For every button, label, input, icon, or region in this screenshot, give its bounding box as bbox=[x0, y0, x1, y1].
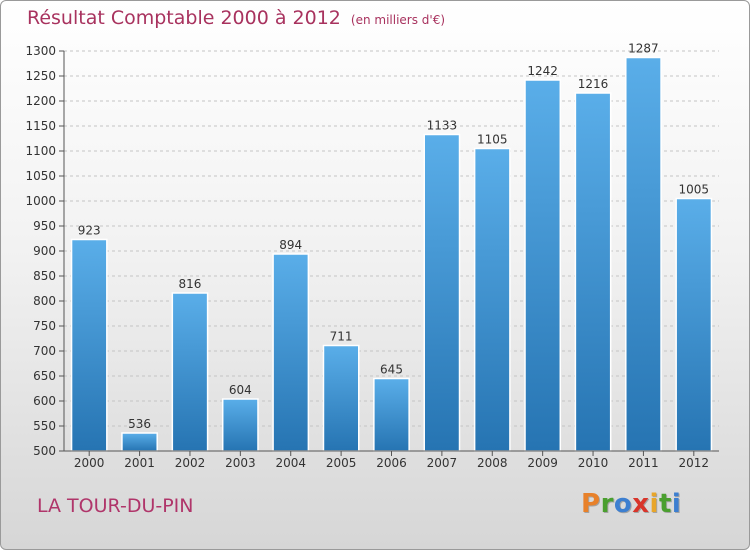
bar bbox=[675, 197, 713, 452]
logo-letter: i bbox=[649, 489, 659, 519]
bar bbox=[625, 56, 662, 452]
x-tick-label: 2008 bbox=[477, 456, 508, 470]
bar bbox=[373, 377, 410, 452]
town-name: LA TOUR-DU-PIN bbox=[37, 495, 194, 517]
x-tick-label: 2007 bbox=[427, 456, 458, 470]
x-axis: 2000 2001 2002 2003 2004 2005 2006 2007 2008 2009… bbox=[64, 450, 719, 470]
y-tick-label: 1100 bbox=[25, 144, 56, 158]
y-axis: 500 550 600 650 700 750 800 850 900 950 1000 1050 11… bbox=[25, 44, 65, 458]
bar-value-label: 604 bbox=[229, 383, 252, 397]
logo-letter: t bbox=[658, 489, 672, 519]
x-tick-label: 2012 bbox=[679, 456, 710, 470]
y-tick-label: 550 bbox=[33, 419, 56, 433]
bar bbox=[473, 147, 511, 452]
bar bbox=[121, 432, 158, 452]
x-tick-label: 2002 bbox=[175, 456, 206, 470]
bar-value-label: 1105 bbox=[477, 133, 508, 147]
bar-value-label: 1216 bbox=[578, 77, 609, 91]
logo-letter: i bbox=[671, 489, 682, 519]
y-tick-label: 1150 bbox=[25, 119, 56, 133]
bar-value-label: 1287 bbox=[628, 42, 659, 56]
bar bbox=[322, 344, 360, 452]
x-tick-label: 2010 bbox=[578, 456, 609, 470]
bar-value-label: 536 bbox=[128, 417, 151, 431]
chart-title: Résultat Comptable 2000 à 2012 (en millie… bbox=[27, 7, 445, 29]
x-tick-label: 2001 bbox=[124, 456, 155, 470]
y-tick-label: 1050 bbox=[25, 169, 56, 183]
y-tick-label: 650 bbox=[33, 369, 56, 383]
y-tick-label: 900 bbox=[33, 244, 56, 258]
x-tick-label: 2005 bbox=[326, 456, 357, 470]
x-tick-label: 2000 bbox=[74, 456, 105, 470]
x-tick-label: 2009 bbox=[527, 456, 558, 470]
y-tick-label: 500 bbox=[33, 444, 56, 458]
y-tick-label: 1250 bbox=[25, 69, 56, 83]
logo-letter: x bbox=[632, 489, 650, 519]
bar bbox=[221, 398, 259, 452]
bar-value-label: 923 bbox=[78, 224, 101, 238]
x-tick-label: 2004 bbox=[275, 456, 306, 470]
y-tick-label: 950 bbox=[33, 219, 56, 233]
bar-value-label: 816 bbox=[179, 277, 202, 291]
y-tick-label: 750 bbox=[33, 319, 56, 333]
logo-letter: o bbox=[613, 489, 633, 519]
chart-subtitle: (en milliers d'€) bbox=[350, 13, 446, 27]
y-tick-label: 1000 bbox=[25, 194, 56, 208]
y-tick-label: 850 bbox=[33, 269, 56, 283]
y-tick-label: 1300 bbox=[25, 44, 56, 58]
bar-value-label: 1005 bbox=[679, 183, 710, 197]
y-tick-label: 700 bbox=[33, 344, 56, 358]
title-text: Résultat Comptable 2000 à 2012 bbox=[27, 7, 341, 29]
y-tick-label: 600 bbox=[33, 394, 56, 408]
bar bbox=[171, 292, 209, 452]
bars: 923 536 816 604 894 711 645 1133 1105 1242 1216 128… bbox=[70, 42, 713, 452]
y-tick-label: 1200 bbox=[25, 94, 56, 108]
proxiti-logo: Proxiti bbox=[581, 489, 681, 519]
bar-value-label: 1242 bbox=[527, 64, 558, 78]
bar bbox=[272, 253, 310, 452]
x-tick-label: 2006 bbox=[376, 456, 407, 470]
logo-letter: r bbox=[600, 489, 614, 519]
bar bbox=[70, 238, 108, 452]
bar-value-label: 894 bbox=[279, 238, 302, 252]
bar bbox=[574, 92, 612, 452]
logo-letter: P bbox=[581, 489, 601, 519]
y-tick-label: 800 bbox=[33, 294, 56, 308]
bar bbox=[524, 79, 562, 452]
bar-value-label: 1133 bbox=[427, 119, 458, 133]
bar-value-label: 645 bbox=[380, 363, 403, 377]
x-tick-label: 2011 bbox=[628, 456, 659, 470]
bar bbox=[423, 133, 461, 452]
bar-value-label: 711 bbox=[330, 330, 353, 344]
x-tick-label: 2003 bbox=[225, 456, 256, 470]
